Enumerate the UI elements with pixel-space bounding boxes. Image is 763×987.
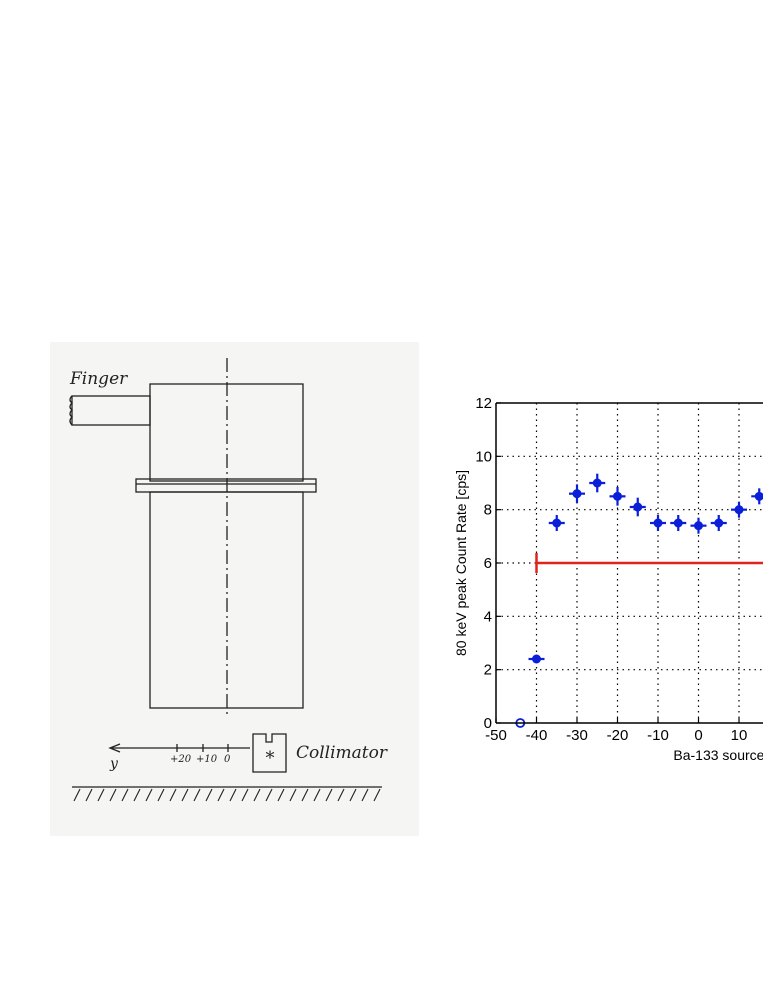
x-tick-label: 0 [694, 727, 702, 744]
x-tick-label: 10 [731, 727, 748, 744]
data-point [613, 491, 622, 501]
data-layer [515, 473, 763, 728]
finger-end-squiggle [69, 395, 73, 426]
data-point [714, 518, 724, 528]
y-tick-label: 4 [484, 608, 492, 625]
x-tick-label: -50 [485, 727, 507, 744]
reference-layer [535, 553, 763, 573]
data-point [754, 491, 763, 501]
x-tick-label: -30 [566, 727, 588, 744]
y-axis-label: y [109, 756, 119, 772]
axis-layer: 0 2 4 6 8 10 12 -50 -40 -30 -20 -10 0 10 [475, 395, 763, 744]
finger-label: Finger [69, 369, 128, 389]
y-tick-label: 8 [484, 502, 492, 519]
y-tick-label: 12 [475, 395, 492, 412]
collimator-source-star: * [266, 748, 275, 769]
y-tick-label: 6 [484, 555, 492, 572]
y-tick-label: 0 [484, 715, 492, 732]
data-point [572, 489, 582, 499]
y-tick-label: 2 [484, 662, 492, 679]
data-point [653, 518, 663, 528]
data-point [592, 478, 602, 488]
floor-hatch [73, 788, 381, 802]
detector-sketch-drawing: * Finger Collimator y +20 +10 0 [69, 358, 388, 802]
data-point [694, 521, 703, 531]
data-point [532, 654, 541, 664]
data-point [673, 518, 683, 528]
x-tick-label: -10 [647, 727, 669, 744]
y-tick-label: 10 [475, 448, 492, 465]
x-tick-label: -20 [607, 727, 629, 744]
collimator-label: Collimator [296, 743, 388, 763]
data-point [734, 505, 744, 515]
detector-sketch: * Finger Collimator y +20 +10 0 [50, 342, 419, 836]
x-axis-label: Ba-133 source position [673, 747, 763, 763]
tick-label-plus20: +20 [170, 754, 192, 765]
y-axis-arrowhead [108, 743, 121, 753]
data-point [633, 502, 643, 512]
tick-label-zero: 0 [224, 754, 231, 765]
collimator-shape [252, 733, 287, 773]
tick-label-plus10: +10 [196, 754, 218, 765]
data-point [552, 518, 562, 528]
y-axis-label: 80 keV peak Count Rate [cps] [453, 470, 469, 656]
x-tick-label: -40 [526, 727, 548, 744]
